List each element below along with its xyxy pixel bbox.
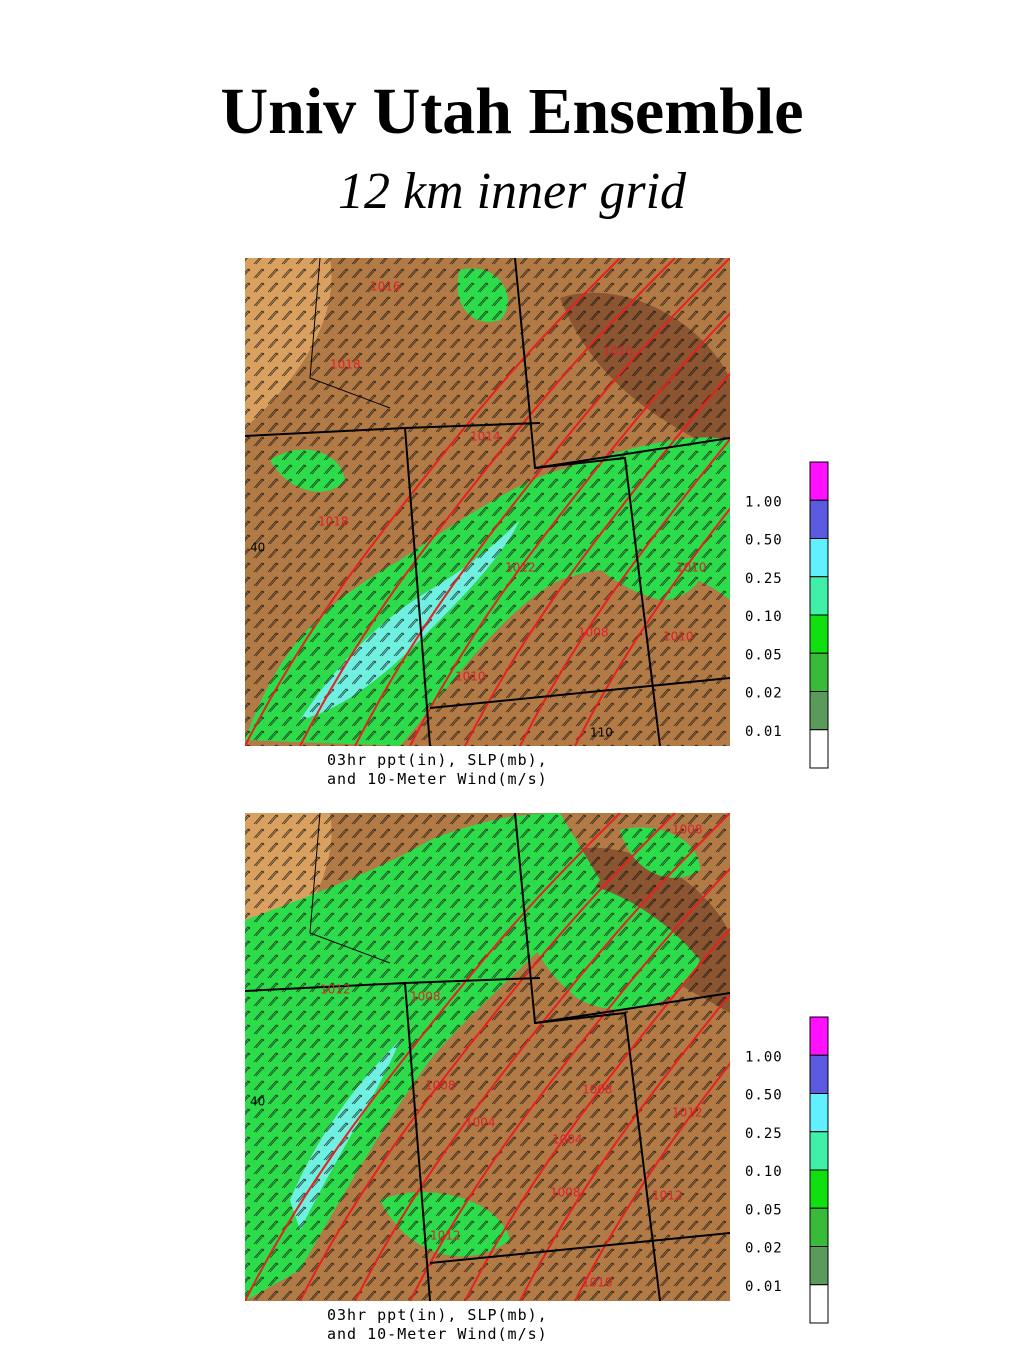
map-label: 1010	[582, 1276, 613, 1290]
caption: and 10-Meter Wind(m/s)	[327, 770, 548, 788]
legend-label: 0.01	[745, 1279, 783, 1295]
subtitle: 12 km inner grid	[337, 163, 687, 220]
state-border	[309, 258, 391, 409]
map-label: 1004	[465, 1116, 496, 1130]
legend-swatch	[809, 1016, 829, 1056]
isobar	[409, 867, 730, 1301]
isobar	[519, 437, 730, 746]
legend-swatch	[809, 1284, 829, 1324]
legend-swatch	[809, 729, 829, 769]
map	[245, 258, 730, 746]
legend-label: 0.50	[745, 533, 783, 549]
legend-label: 0.02	[745, 1241, 783, 1257]
legend-label: 0.10	[745, 1164, 783, 1180]
map-label: 1008	[550, 1186, 581, 1200]
isobar	[299, 258, 676, 746]
map-label: 1010	[455, 670, 486, 684]
map-label: 1008	[578, 626, 609, 640]
map-label: 1018	[318, 515, 349, 529]
map-label: 1012	[430, 1229, 461, 1243]
map-label: 1010	[676, 561, 707, 575]
legend-swatch	[809, 576, 829, 616]
legend-swatch	[809, 461, 829, 501]
isobar	[354, 813, 730, 1301]
isobar	[354, 258, 730, 746]
legend-swatch	[809, 1207, 829, 1247]
map	[245, 813, 730, 1301]
legend-label: 1.00	[745, 1049, 783, 1065]
map-label: 1014	[470, 430, 501, 444]
map-label: 1012	[652, 1189, 683, 1203]
caption: 03hr ppt(in), SLP(mb),	[327, 1306, 548, 1324]
title: Univ Utah Ensemble	[220, 75, 804, 148]
legend-label: 0.10	[745, 609, 783, 625]
legend-swatch	[809, 499, 829, 539]
map-label: 1008	[410, 990, 441, 1004]
map-label: 110	[590, 726, 613, 740]
legend-label: 0.05	[745, 1202, 783, 1218]
legend-swatch	[809, 652, 829, 692]
state-border	[309, 813, 391, 964]
caption: and 10-Meter Wind(m/s)	[327, 1325, 548, 1343]
legend-label: 1.00	[745, 494, 783, 510]
isobar	[245, 813, 621, 1301]
map-label: 1008	[672, 823, 703, 837]
map-label: 40	[250, 541, 265, 555]
legend-swatch	[809, 614, 829, 654]
isobar	[245, 258, 621, 746]
legend-label: 0.02	[745, 686, 783, 702]
legend-label: 0.01	[745, 724, 783, 740]
state-border	[404, 982, 431, 1301]
map-label: 1008	[425, 1079, 456, 1093]
map-label: 1004	[552, 1133, 583, 1147]
legend-label: 0.25	[745, 1126, 783, 1142]
legend-swatch	[809, 1169, 829, 1209]
legend-swatch	[809, 538, 829, 578]
state-border	[534, 1011, 661, 1301]
state-border	[429, 677, 730, 709]
state-border	[534, 456, 661, 746]
isobar	[574, 506, 730, 746]
legend-swatch	[809, 1054, 829, 1094]
legend-swatch	[809, 691, 829, 731]
legend-swatch	[809, 1131, 829, 1171]
legend-swatch	[809, 1093, 829, 1133]
map-label: 1010	[663, 630, 694, 644]
state-border	[429, 1232, 730, 1264]
isobar	[299, 813, 676, 1301]
state-border	[404, 427, 431, 746]
caption: 03hr ppt(in), SLP(mb),	[327, 751, 548, 769]
map-label: 1010	[603, 345, 634, 359]
map-label: 40	[250, 1095, 265, 1109]
map-label: 1016	[370, 280, 401, 294]
map-label: 1018	[330, 358, 361, 372]
map-label: 1012	[672, 1106, 703, 1120]
legend-swatch	[809, 1246, 829, 1286]
isobar	[464, 372, 730, 746]
isobar	[464, 927, 730, 1301]
map-label: 1012	[320, 983, 351, 997]
legend-label: 0.25	[745, 571, 783, 587]
isobar	[574, 1061, 730, 1301]
map-label: 1012	[505, 561, 536, 575]
legend-label: 0.50	[745, 1088, 783, 1104]
isobar	[409, 312, 730, 746]
map-label: 1008	[582, 1083, 613, 1097]
isobar	[519, 992, 730, 1301]
legend-label: 0.05	[745, 647, 783, 663]
